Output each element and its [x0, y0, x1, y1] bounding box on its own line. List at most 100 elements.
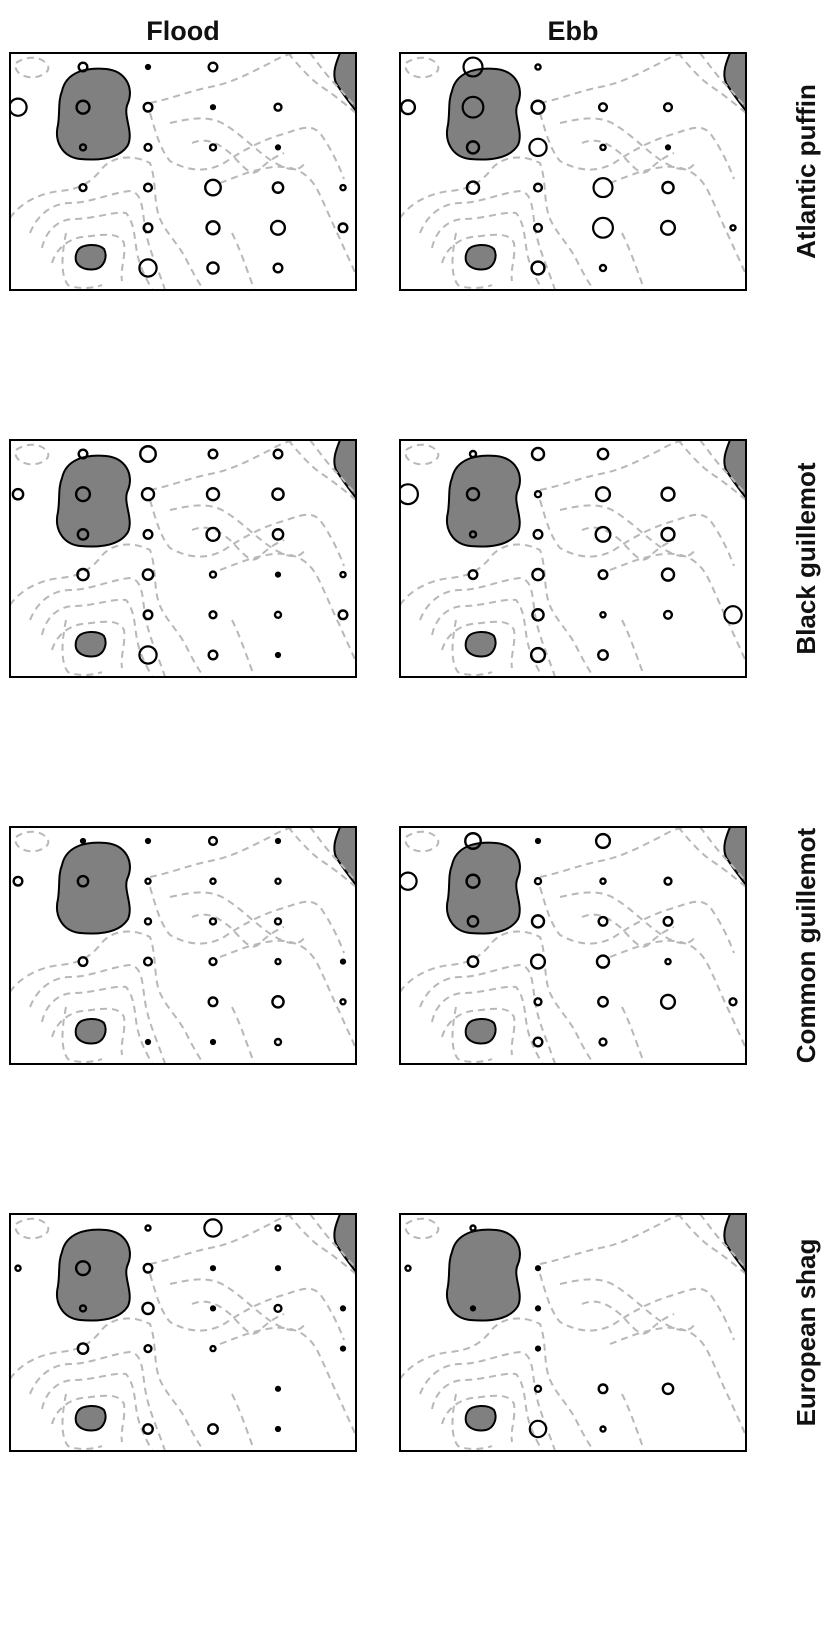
- abundance-point: [531, 1542, 546, 1557]
- abundance-point: [599, 1425, 607, 1433]
- abundance-point: [339, 958, 347, 965]
- abundance-point: [662, 609, 674, 620]
- abundance-point: [660, 486, 676, 502]
- abundance-point: [534, 837, 542, 845]
- abundance-point: [534, 1265, 542, 1272]
- abundance-point: [400, 483, 419, 506]
- abundance-point: [594, 525, 612, 543]
- abundance-point: [464, 832, 482, 850]
- abundance-point: [599, 877, 607, 885]
- abundance-point: [144, 877, 152, 885]
- abundance-point: [273, 1037, 283, 1047]
- abundance-point: [207, 996, 219, 1008]
- abundance-point: [534, 345, 542, 353]
- abundance-point: [141, 1301, 155, 1316]
- abundance-point: [659, 219, 677, 236]
- row-title-european-shag: European shag: [791, 1239, 821, 1427]
- abundance-point: [138, 258, 158, 278]
- abundance-point: [533, 876, 543, 886]
- abundance-point: [208, 956, 218, 967]
- abundance-points: [400, 56, 737, 353]
- abundance-point: [142, 528, 154, 540]
- abundance-point: [12, 875, 24, 887]
- abundance-point: [532, 769, 545, 782]
- abundance-point: [142, 1463, 155, 1476]
- abundance-point: [274, 837, 282, 845]
- abundance-point: [599, 611, 607, 619]
- abundance-point: [535, 1079, 542, 1086]
- abundance-point: [208, 143, 218, 152]
- abundance-point: [533, 489, 543, 499]
- abundance-point: [598, 1037, 608, 1047]
- abundance-point: [142, 1423, 154, 1435]
- abundance-point: [273, 917, 283, 926]
- abundance-point: [144, 1224, 152, 1232]
- abundance-point: [205, 220, 221, 236]
- abundance-point: [339, 1305, 347, 1312]
- panel-atlantic-puffin-ebb: [399, 52, 747, 353]
- abundance-point: [75, 99, 91, 115]
- abundance-point: [209, 877, 217, 885]
- abundance-point: [597, 569, 609, 581]
- abundance-point: [274, 957, 282, 966]
- abundance-point: [143, 917, 153, 926]
- row-title-atlantic-puffin: Atlantic puffin: [791, 84, 821, 259]
- abundance-point: [274, 877, 282, 885]
- abundance-point: [144, 771, 153, 780]
- abundance-point: [272, 262, 284, 274]
- abundance-point: [271, 995, 285, 1009]
- abundance-point: [272, 448, 284, 460]
- abundance-point: [144, 63, 152, 71]
- abundance-points: [14, 1218, 347, 1552]
- abundance-point: [723, 605, 743, 625]
- abundance-point: [529, 953, 547, 970]
- abundance-point: [139, 445, 157, 463]
- abundance-point: [530, 99, 546, 115]
- abundance-point: [528, 137, 548, 158]
- panel-european-shag-ebb: [399, 1213, 747, 1557]
- panel-black-guillemot-ebb: [399, 439, 747, 782]
- abundance-point: [146, 1547, 151, 1552]
- abundance-point: [78, 182, 88, 193]
- abundance-point: [273, 1303, 283, 1314]
- abundance-points: [400, 832, 738, 1166]
- abundance-point: [530, 914, 546, 929]
- abundance-point: [142, 1262, 154, 1274]
- abundance-point: [274, 571, 282, 578]
- abundance-point: [76, 874, 90, 888]
- abundance-points: [400, 446, 743, 782]
- abundance-point: [142, 101, 154, 113]
- abundance-point: [11, 487, 25, 501]
- abundance-point: [205, 526, 221, 543]
- abundance-point: [78, 143, 88, 152]
- row-titles: Atlantic puffin Black guillemot Common gui…: [791, 84, 821, 1426]
- abundance-point: [532, 182, 544, 193]
- abundance-point: [530, 260, 546, 276]
- abundance-point: [76, 1342, 90, 1355]
- abundance-point: [532, 528, 544, 540]
- abundance-point: [598, 263, 608, 273]
- abundance-point: [461, 95, 485, 119]
- abundance-point: [144, 1038, 152, 1046]
- abundance-point: [528, 1419, 548, 1439]
- panel-common-guillemot-flood: [9, 826, 357, 1170]
- abundance-point: [269, 219, 287, 236]
- abundance-point: [76, 567, 90, 582]
- abundance-point: [207, 61, 219, 73]
- abundance-point: [594, 486, 612, 503]
- abundance-points: [10, 61, 349, 351]
- abundance-point: [339, 1345, 347, 1352]
- abundance-point: [597, 649, 609, 661]
- abundance-point: [597, 102, 609, 113]
- abundance-point: [662, 102, 674, 113]
- abundance-point: [535, 1160, 541, 1166]
- abundance-point: [145, 346, 150, 351]
- abundance-point: [207, 649, 219, 661]
- abundance-point: [140, 1155, 155, 1170]
- abundance-point: [208, 917, 218, 926]
- abundance-point: [532, 222, 544, 233]
- abundance-point: [466, 915, 480, 928]
- abundance-point: [274, 1385, 282, 1392]
- abundance-point: [531, 567, 545, 582]
